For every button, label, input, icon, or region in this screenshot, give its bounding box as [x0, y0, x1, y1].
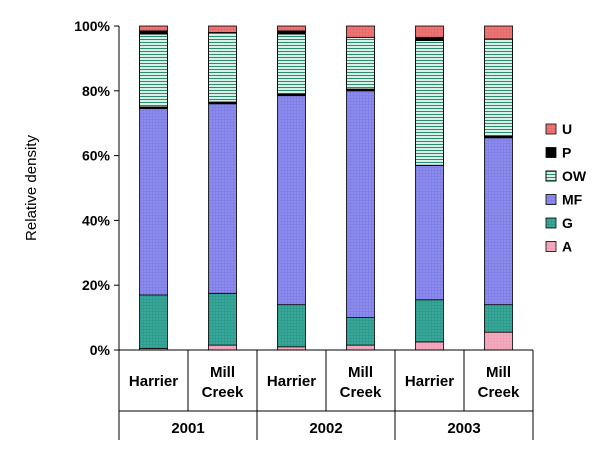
category-label: Harrier: [129, 373, 178, 390]
legend-label-p: P: [562, 145, 571, 161]
year-label: 2002: [309, 420, 342, 437]
bar-segment-texture: [208, 293, 237, 346]
bar-segment-b: [139, 30, 168, 35]
y-tick-label: 0%: [90, 342, 111, 358]
year-label: 2003: [447, 420, 480, 437]
bar-segment-texture: [346, 26, 375, 38]
bar-segment-texture: [277, 95, 306, 305]
category-label: Creek: [202, 384, 244, 401]
bar-segment-texture: [139, 294, 168, 349]
bar-segment-texture: [208, 26, 237, 33]
bar-segment-texture: [484, 304, 513, 333]
bar-segment-texture: [415, 341, 444, 350]
y-tick-label: 80%: [82, 83, 111, 99]
legend-swatch-p: [545, 147, 557, 158]
bar-segment-texture: [346, 90, 375, 318]
bar-segment-texture: [484, 26, 513, 39]
bar-segment-texture: [277, 26, 306, 31]
axes: 0% 20% 40% 60% 80% 100% Harrier Mill Creek Harrie…: [74, 18, 534, 440]
category-label: Harrier: [267, 373, 316, 390]
category-label: Mill: [486, 364, 511, 381]
bar-segment-texture: [208, 345, 237, 350]
y-tick-label: 40%: [82, 212, 111, 228]
year-label: 2001: [171, 420, 204, 437]
y-tick-label: 100%: [74, 18, 110, 34]
bar-segment-texture: [139, 108, 168, 295]
legend-swatch-texture: [546, 218, 556, 228]
bar-segment-texture: [415, 299, 444, 342]
bar-segment-texture: [346, 317, 375, 346]
bar-segment-texture: [277, 346, 306, 350]
bar-segment-texture: [208, 103, 237, 294]
y-tick-label: 20%: [82, 277, 111, 293]
bar-segment-texture: [415, 40, 444, 166]
bar-segment-texture: [484, 332, 513, 350]
bar-segment-texture: [346, 345, 375, 350]
y-tick-label: 60%: [82, 148, 111, 164]
bar-segment-texture: [208, 32, 237, 103]
bar-segment-texture: [484, 137, 513, 305]
category-label: Mill: [348, 364, 373, 381]
legend-swatch-texture: [546, 241, 556, 252]
legend-swatch-texture: [545, 170, 557, 182]
bar-segment-texture: [277, 33, 306, 95]
bar-segment-texture: [415, 165, 444, 300]
legend-swatch-texture: [546, 124, 556, 134]
bars: [139, 25, 513, 351]
legend-label-u: U: [562, 121, 572, 137]
bar-segment-texture: [415, 26, 444, 38]
bar-segment-b: [415, 36, 444, 41]
bar-segment-texture: [346, 36, 375, 90]
category-label: Harrier: [405, 373, 454, 390]
bar-segment-b: [277, 30, 306, 35]
legend-label-mf: MF: [562, 192, 583, 208]
y-axis-label: Relative density: [23, 135, 40, 241]
category-label: Mill: [210, 364, 235, 381]
legend-label-g: G: [562, 215, 573, 231]
legend-label-a: A: [562, 239, 572, 255]
category-label: Creek: [478, 384, 520, 401]
bar-segment-texture: [139, 26, 168, 31]
legend-swatch-texture: [546, 194, 556, 205]
category-label: Creek: [340, 384, 382, 401]
legend: UP OW MF GA: [545, 121, 587, 255]
bar-segment-texture: [484, 38, 513, 137]
bar-segment-texture: [139, 348, 168, 350]
bar-segment-texture: [139, 33, 168, 108]
legend-label-ow: OW: [562, 168, 587, 184]
bar-segment-texture: [277, 304, 306, 347]
